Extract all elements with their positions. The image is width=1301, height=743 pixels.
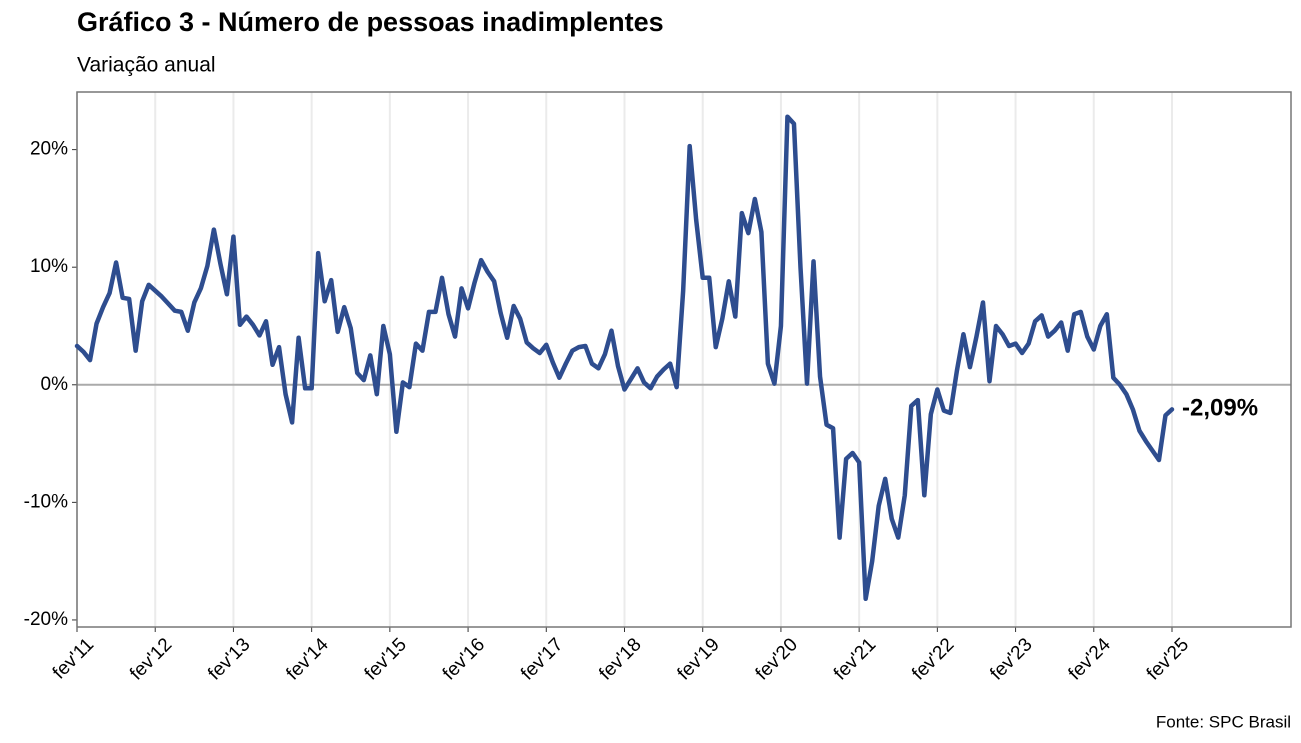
x-tick-label: fev'13	[204, 634, 254, 684]
x-tick-label: fev'15	[361, 634, 411, 684]
y-tick-label: 0%	[41, 374, 69, 395]
x-tick-label: fev'12	[126, 634, 176, 684]
y-tick-label: 20%	[30, 139, 68, 160]
x-tick-label: fev'17	[517, 634, 567, 684]
x-tick-label: fev'22	[908, 634, 958, 684]
value-label: -2,09%	[1182, 395, 1258, 422]
chart-subtitle: Variação anual	[77, 54, 216, 77]
plot-frame	[76, 91, 1292, 628]
x-tick-label: fev'11	[49, 634, 98, 683]
y-tick-label: 10%	[30, 256, 68, 277]
x-tick-label: fev'14	[282, 634, 333, 685]
x-tick-label: fev'21	[830, 634, 880, 684]
source: Fonte: SPC Brasil	[1156, 712, 1291, 731]
x-tick-label: fev'19	[674, 634, 724, 684]
x-tick-label: fev'24	[1065, 634, 1116, 685]
x-tick-label: fev'16	[439, 634, 489, 684]
x-tick-label: fev'18	[595, 634, 645, 684]
x-tick-label: fev'25	[1143, 634, 1193, 684]
x-tick-label: fev'20	[752, 634, 802, 684]
chart-title: Gráfico 3 - Número de pessoas inadimplen…	[77, 7, 664, 37]
x-tick-label: fev'23	[986, 634, 1036, 684]
y-tick-label: -10%	[24, 491, 68, 512]
y-tick-label: -20%	[24, 609, 68, 630]
line	[74, 114, 1175, 602]
